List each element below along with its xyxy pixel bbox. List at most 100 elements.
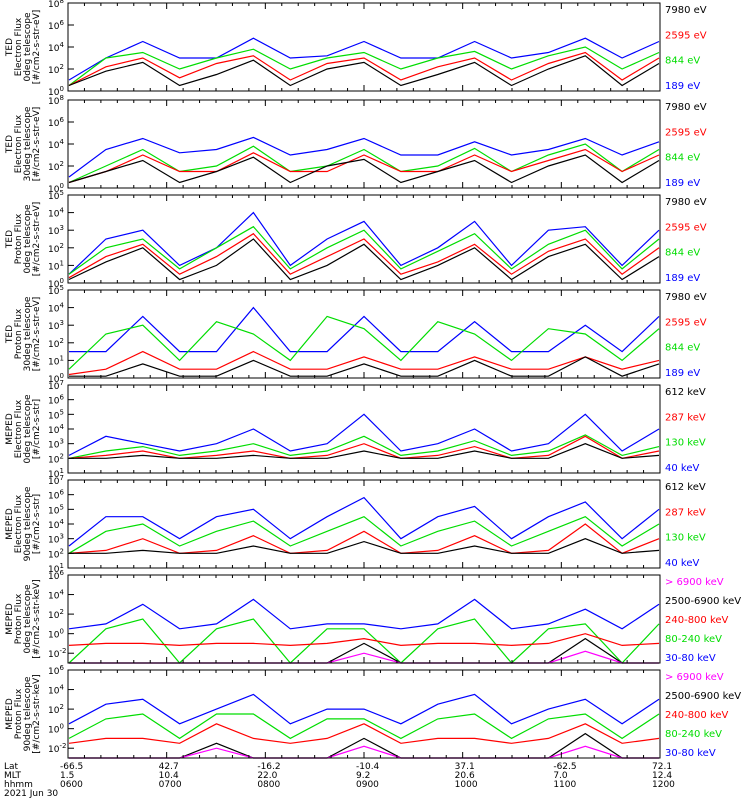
series-line-2595-ev — [68, 232, 660, 279]
legend-entry: 844 eV — [665, 56, 700, 67]
y-tick-label: 102 — [48, 547, 64, 560]
y-tick-label: 102 — [48, 63, 64, 76]
y-axis-label: Proton Flux — [14, 213, 24, 264]
panel-frame — [67, 574, 661, 664]
y-axis-label: Proton Flux — [14, 308, 24, 359]
legend-entry: 80-240 keV — [665, 634, 722, 645]
y-axis-label: 0deg telescope — [23, 12, 33, 82]
x-tick-label: 1000 — [455, 780, 478, 790]
y-axis-label: TED — [5, 135, 15, 154]
series-line-30-80-kev — [68, 598, 660, 630]
y-axis-label: 90deg telescope — [23, 486, 33, 561]
legend-entry: 2500-6900 keV — [665, 596, 741, 607]
y-axis-label: Proton Flux — [14, 593, 24, 644]
y-tick-label: 10-2 — [48, 742, 66, 755]
x-tick-label: 0600 — [60, 780, 83, 790]
y-tick-label: 103 — [48, 224, 64, 237]
y-tick-label: 101 — [48, 354, 64, 367]
series-line-7980-ev — [68, 154, 660, 184]
y-tick-label: 102 — [48, 337, 64, 350]
series-line-189-ev — [68, 211, 660, 275]
y-tick-label: 103 — [48, 533, 64, 546]
legend-entry: 30-80 keV — [665, 653, 716, 664]
legend-entry: 30-80 keV — [665, 748, 716, 759]
y-tick-label: 103 — [48, 438, 64, 451]
y-tick-label: 102 — [48, 242, 64, 255]
y-axis-label: Proton Flux — [14, 688, 24, 739]
legend-entry: 7980 eV — [665, 292, 707, 303]
y-axis-label: MEPED — [5, 698, 15, 730]
y-tick-label: 104 — [48, 207, 64, 220]
y-tick-label: 102 — [48, 608, 64, 621]
y-tick-label: 104 — [48, 684, 64, 697]
y-axis-label: TED — [5, 325, 15, 344]
y-axis-label: [#/cm2-s-str-eV] — [32, 297, 42, 372]
series-line-287-kev — [68, 523, 660, 554]
series-line-844-ev — [68, 46, 660, 86]
y-axis-label: [#/cm2-s-str-keV] — [32, 579, 42, 658]
y-axis-label: Electron Flux — [14, 114, 24, 173]
legend-entry: 40 keV — [665, 463, 699, 474]
x-tick-label: -62.5 — [553, 762, 576, 772]
y-axis-label: [#/cm2-s-str-eV] — [32, 10, 42, 85]
legend-entry: 40 keV — [665, 558, 699, 569]
y-tick-label: 102 — [48, 160, 64, 173]
legend-entry: 287 keV — [665, 412, 706, 423]
legend-entry: 7980 eV — [665, 197, 707, 208]
y-axis-label: Electron Flux — [14, 494, 24, 553]
legend-entry: 240-800 keV — [665, 615, 729, 626]
panel-frame — [67, 669, 661, 759]
y-axis-label: TED — [5, 230, 15, 249]
date-label: 2021 Jun 30 — [4, 789, 58, 799]
series-line-240-800-kev — [68, 723, 660, 744]
series-line-7980-ev — [68, 55, 660, 87]
legend-entry: 240-800 keV — [665, 710, 729, 721]
series-line-80-240-kev — [68, 618, 660, 664]
series-line-189-ev — [68, 136, 660, 178]
y-axis-label: 30deg telescope — [23, 106, 33, 181]
x-tick-label: 0800 — [257, 780, 280, 790]
legend-entry: 844 eV — [665, 343, 700, 354]
x-tick-label: -66.5 — [60, 762, 83, 772]
panel-frame — [67, 384, 661, 474]
x-tick-label: 10.4 — [159, 771, 179, 781]
y-tick-label: 103 — [48, 319, 64, 332]
series-line-844-ev — [68, 315, 660, 370]
y-axis-label: 0deg telescope — [23, 394, 33, 464]
legend-entry: 80-240 keV — [665, 729, 722, 740]
y-axis-label: Electron Flux — [14, 399, 24, 458]
y-axis-label: 0deg telescope — [23, 204, 33, 274]
y-axis-label: 0deg telescope — [23, 584, 33, 654]
series-line-2595-ev — [68, 51, 660, 87]
series-line-2595-ev — [68, 148, 660, 184]
y-axis-label: 30deg telescope — [23, 296, 33, 371]
panel-8: 10-2 100 102 104 106 — [48, 664, 661, 759]
legend-entry: 2595 eV — [665, 30, 707, 41]
y-tick-label: 106 — [48, 664, 64, 677]
y-axis-label: 90deg telescope — [23, 676, 33, 751]
series-line-80-240-kev — [68, 713, 660, 740]
y-tick-label: 104 — [48, 302, 64, 315]
x-row-name: hhmm — [4, 780, 33, 790]
y-tick-label: 105 — [48, 408, 64, 421]
y-tick-label: 105 — [48, 503, 64, 516]
y-tick-label: 100 — [48, 628, 64, 641]
x-tick-label: -16.2 — [257, 762, 280, 772]
x-tick-label: 0900 — [356, 780, 379, 790]
legend-entry: 287 keV — [665, 507, 706, 518]
y-tick-label: 106 — [48, 489, 64, 502]
series-line-2595-ev — [68, 350, 660, 376]
series-line-130-kev — [68, 434, 660, 459]
legend-entry: 7980 eV — [665, 5, 707, 16]
x-row-name: Lat — [4, 762, 19, 772]
y-axis-label: MEPED — [5, 413, 15, 445]
legend-entry: > 6900 keV — [665, 577, 724, 588]
x-tick-label: 0700 — [159, 780, 182, 790]
legend-entry: 130 keV — [665, 438, 706, 449]
y-tick-label: 104 — [48, 138, 64, 151]
